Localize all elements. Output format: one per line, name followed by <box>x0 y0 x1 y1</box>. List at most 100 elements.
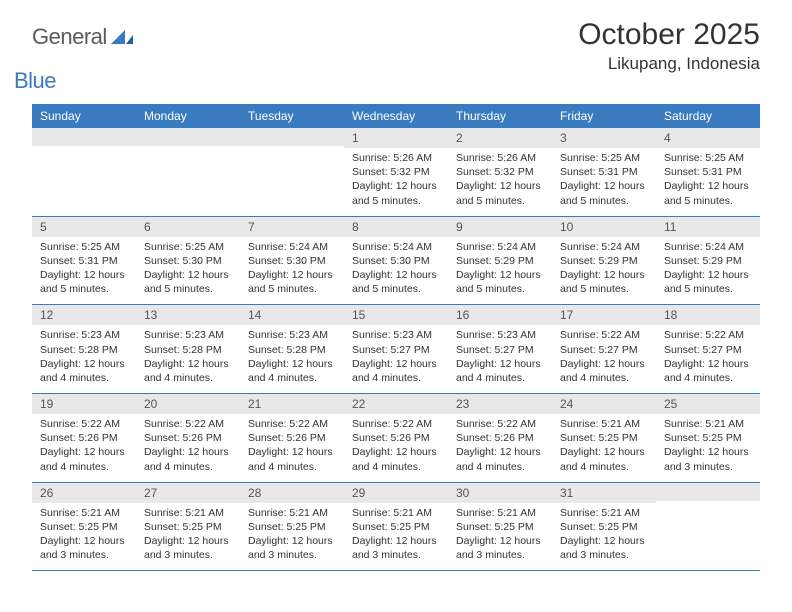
day-number: 9 <box>448 217 552 237</box>
day-cell: 8Sunrise: 5:24 AMSunset: 5:30 PMDaylight… <box>344 216 448 305</box>
day-details: Sunrise: 5:21 AMSunset: 5:25 PMDaylight:… <box>32 503 136 571</box>
sunset-text: Sunset: 5:27 PM <box>352 343 440 357</box>
day-cell <box>240 128 344 216</box>
dow-friday: Friday <box>552 104 656 128</box>
daylight-text: Daylight: 12 hours and 4 minutes. <box>664 357 752 385</box>
day-cell: 21Sunrise: 5:22 AMSunset: 5:26 PMDayligh… <box>240 394 344 483</box>
day-of-week-row: Sunday Monday Tuesday Wednesday Thursday… <box>32 104 760 128</box>
week-row: 12Sunrise: 5:23 AMSunset: 5:28 PMDayligh… <box>32 305 760 394</box>
day-cell: 15Sunrise: 5:23 AMSunset: 5:27 PMDayligh… <box>344 305 448 394</box>
daylight-text: Daylight: 12 hours and 4 minutes. <box>40 357 128 385</box>
sunrise-text: Sunrise: 5:21 AM <box>144 506 232 520</box>
sunrise-text: Sunrise: 5:24 AM <box>664 240 752 254</box>
daylight-text: Daylight: 12 hours and 3 minutes. <box>248 534 336 562</box>
day-number: 30 <box>448 483 552 503</box>
day-cell: 27Sunrise: 5:21 AMSunset: 5:25 PMDayligh… <box>136 482 240 571</box>
daylight-text: Daylight: 12 hours and 4 minutes. <box>248 357 336 385</box>
sunrise-text: Sunrise: 5:25 AM <box>144 240 232 254</box>
sunset-text: Sunset: 5:30 PM <box>248 254 336 268</box>
day-details: Sunrise: 5:26 AMSunset: 5:32 PMDaylight:… <box>448 148 552 216</box>
day-number <box>136 128 240 146</box>
day-cell: 26Sunrise: 5:21 AMSunset: 5:25 PMDayligh… <box>32 482 136 571</box>
day-number: 17 <box>552 305 656 325</box>
location-subtitle: Likupang, Indonesia <box>578 54 760 74</box>
day-cell: 31Sunrise: 5:21 AMSunset: 5:25 PMDayligh… <box>552 482 656 571</box>
daylight-text: Daylight: 12 hours and 5 minutes. <box>456 179 544 207</box>
week-row: 19Sunrise: 5:22 AMSunset: 5:26 PMDayligh… <box>32 394 760 483</box>
day-number: 3 <box>552 128 656 148</box>
sunset-text: Sunset: 5:31 PM <box>40 254 128 268</box>
day-number: 20 <box>136 394 240 414</box>
day-cell: 25Sunrise: 5:21 AMSunset: 5:25 PMDayligh… <box>656 394 760 483</box>
day-cell <box>656 482 760 571</box>
day-cell: 29Sunrise: 5:21 AMSunset: 5:25 PMDayligh… <box>344 482 448 571</box>
day-number: 27 <box>136 483 240 503</box>
dow-thursday: Thursday <box>448 104 552 128</box>
daylight-text: Daylight: 12 hours and 5 minutes. <box>40 268 128 296</box>
day-number: 4 <box>656 128 760 148</box>
daylight-text: Daylight: 12 hours and 5 minutes. <box>352 179 440 207</box>
daylight-text: Daylight: 12 hours and 4 minutes. <box>560 445 648 473</box>
day-details: Sunrise: 5:24 AMSunset: 5:29 PMDaylight:… <box>448 237 552 305</box>
sunset-text: Sunset: 5:30 PM <box>144 254 232 268</box>
daylight-text: Daylight: 12 hours and 4 minutes. <box>456 357 544 385</box>
day-cell: 10Sunrise: 5:24 AMSunset: 5:29 PMDayligh… <box>552 216 656 305</box>
sunrise-text: Sunrise: 5:22 AM <box>664 328 752 342</box>
sunset-text: Sunset: 5:27 PM <box>456 343 544 357</box>
sunset-text: Sunset: 5:25 PM <box>352 520 440 534</box>
day-details: Sunrise: 5:23 AMSunset: 5:28 PMDaylight:… <box>136 325 240 393</box>
daylight-text: Daylight: 12 hours and 4 minutes. <box>352 445 440 473</box>
daylight-text: Daylight: 12 hours and 4 minutes. <box>40 445 128 473</box>
day-details: Sunrise: 5:21 AMSunset: 5:25 PMDaylight:… <box>656 414 760 482</box>
day-number: 11 <box>656 217 760 237</box>
day-number: 7 <box>240 217 344 237</box>
sunrise-text: Sunrise: 5:24 AM <box>456 240 544 254</box>
day-details: Sunrise: 5:23 AMSunset: 5:28 PMDaylight:… <box>32 325 136 393</box>
day-number: 18 <box>656 305 760 325</box>
day-details: Sunrise: 5:22 AMSunset: 5:26 PMDaylight:… <box>344 414 448 482</box>
day-cell: 11Sunrise: 5:24 AMSunset: 5:29 PMDayligh… <box>656 216 760 305</box>
sunset-text: Sunset: 5:32 PM <box>352 165 440 179</box>
day-number: 10 <box>552 217 656 237</box>
sunrise-text: Sunrise: 5:22 AM <box>248 417 336 431</box>
sunset-text: Sunset: 5:25 PM <box>456 520 544 534</box>
daylight-text: Daylight: 12 hours and 3 minutes. <box>144 534 232 562</box>
day-details <box>656 501 760 559</box>
day-number: 23 <box>448 394 552 414</box>
day-number: 6 <box>136 217 240 237</box>
day-cell: 6Sunrise: 5:25 AMSunset: 5:30 PMDaylight… <box>136 216 240 305</box>
day-cell: 9Sunrise: 5:24 AMSunset: 5:29 PMDaylight… <box>448 216 552 305</box>
day-number: 28 <box>240 483 344 503</box>
dow-monday: Monday <box>136 104 240 128</box>
day-cell: 1Sunrise: 5:26 AMSunset: 5:32 PMDaylight… <box>344 128 448 216</box>
sunset-text: Sunset: 5:32 PM <box>456 165 544 179</box>
sunrise-text: Sunrise: 5:26 AM <box>456 151 544 165</box>
daylight-text: Daylight: 12 hours and 3 minutes. <box>40 534 128 562</box>
day-details: Sunrise: 5:25 AMSunset: 5:31 PMDaylight:… <box>552 148 656 216</box>
daylight-text: Daylight: 12 hours and 3 minutes. <box>664 445 752 473</box>
sunrise-text: Sunrise: 5:21 AM <box>664 417 752 431</box>
sunset-text: Sunset: 5:30 PM <box>352 254 440 268</box>
daylight-text: Daylight: 12 hours and 4 minutes. <box>144 357 232 385</box>
day-number: 19 <box>32 394 136 414</box>
sunrise-text: Sunrise: 5:22 AM <box>352 417 440 431</box>
sunset-text: Sunset: 5:29 PM <box>664 254 752 268</box>
week-row: 1Sunrise: 5:26 AMSunset: 5:32 PMDaylight… <box>32 128 760 216</box>
day-details: Sunrise: 5:22 AMSunset: 5:27 PMDaylight:… <box>552 325 656 393</box>
day-number <box>240 128 344 146</box>
daylight-text: Daylight: 12 hours and 4 minutes. <box>560 357 648 385</box>
daylight-text: Daylight: 12 hours and 5 minutes. <box>560 179 648 207</box>
daylight-text: Daylight: 12 hours and 4 minutes. <box>456 445 544 473</box>
calendar-page: General Blue October 2025 Likupang, Indo… <box>0 0 792 591</box>
dow-tuesday: Tuesday <box>240 104 344 128</box>
day-number: 5 <box>32 217 136 237</box>
day-details: Sunrise: 5:24 AMSunset: 5:30 PMDaylight:… <box>344 237 448 305</box>
sunrise-text: Sunrise: 5:24 AM <box>248 240 336 254</box>
calendar-table: Sunday Monday Tuesday Wednesday Thursday… <box>32 104 760 571</box>
day-number: 22 <box>344 394 448 414</box>
daylight-text: Daylight: 12 hours and 3 minutes. <box>456 534 544 562</box>
sunrise-text: Sunrise: 5:22 AM <box>144 417 232 431</box>
sunset-text: Sunset: 5:25 PM <box>248 520 336 534</box>
sunset-text: Sunset: 5:26 PM <box>40 431 128 445</box>
day-number: 21 <box>240 394 344 414</box>
